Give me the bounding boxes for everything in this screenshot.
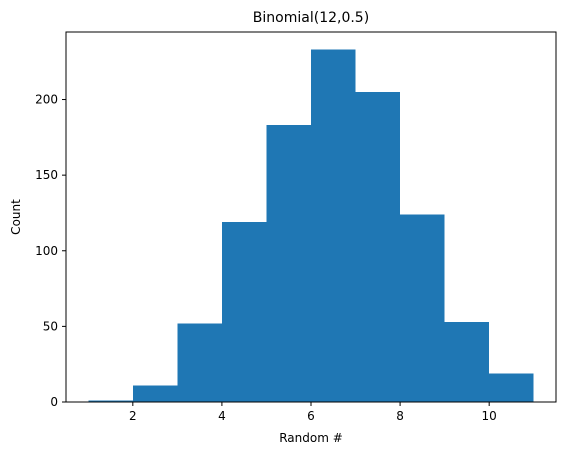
y-axis-ticks: 0 50 100 150 200 [35, 93, 66, 409]
chart-title: Binomial(12,0.5) [253, 10, 369, 26]
x-tick-label: 8 [396, 409, 404, 423]
histogram-bar-3 [177, 323, 222, 402]
bars-layer [88, 49, 534, 402]
histogram-bar-10 [489, 373, 534, 402]
x-axis-ticks: 2 4 6 8 10 [129, 402, 497, 423]
x-tick-label: 10 [482, 409, 497, 423]
histogram-bar-5 [266, 125, 311, 402]
y-tick-label: 100 [35, 244, 58, 258]
histogram-bar-1 [88, 400, 133, 402]
histogram-bar-9 [444, 321, 490, 402]
x-tick-label: 2 [129, 409, 137, 423]
y-tick-label: 200 [35, 93, 58, 107]
y-tick-label: 150 [35, 168, 58, 182]
x-tick-label: 6 [307, 409, 315, 423]
histogram-bar-2 [132, 385, 178, 402]
plot-frame [65, 31, 557, 403]
histogram-bar-7 [355, 91, 401, 402]
y-tick-label: 0 [50, 395, 58, 409]
histogram-bar-4 [221, 222, 267, 402]
y-axis-title: Count [9, 199, 23, 235]
x-tick-label: 4 [218, 409, 226, 423]
y-tick-label: 50 [43, 319, 58, 333]
histogram-bar-6 [311, 49, 356, 402]
x-axis-title: Random # [279, 431, 343, 445]
histogram-bar-8 [400, 214, 445, 402]
